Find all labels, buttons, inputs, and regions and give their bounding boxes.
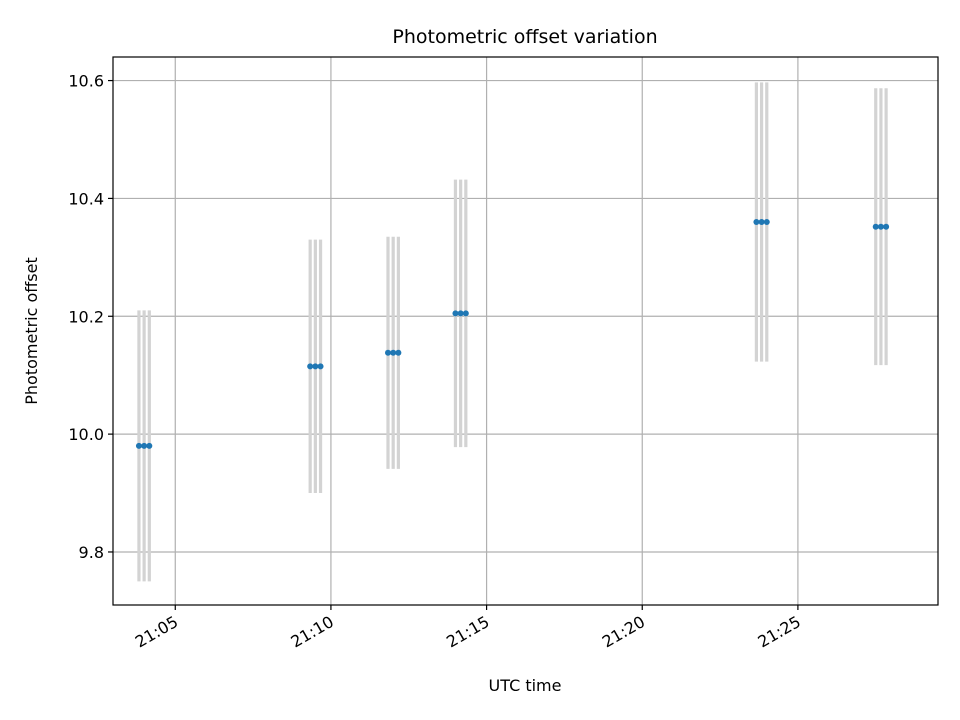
y-tick-label: 9.8 [79, 543, 104, 562]
data-point [883, 223, 890, 230]
y-axis-label: Photometric offset [22, 257, 41, 405]
data-point [872, 223, 879, 230]
data-point [462, 310, 469, 317]
data-point [135, 442, 142, 449]
data-point [317, 363, 324, 370]
y-tick-label: 10.2 [68, 307, 104, 326]
data-point [457, 310, 464, 317]
data-point [141, 442, 148, 449]
data-point [395, 349, 402, 356]
data-point [753, 218, 760, 225]
y-tick-label: 10.4 [68, 189, 104, 208]
y-tick-label: 10.0 [68, 425, 104, 444]
data-point [763, 218, 770, 225]
data-point [312, 363, 319, 370]
chart-title: Photometric offset variation [392, 26, 657, 48]
grid [113, 57, 938, 605]
data-point [877, 223, 884, 230]
data-point [452, 310, 459, 317]
data-point [390, 349, 397, 356]
data-point [385, 349, 391, 356]
y-axis-ticks: 9.8 10.0 10.2 10.4 10.6 [68, 72, 113, 562]
data-points [135, 218, 890, 449]
y-tick-label: 10.6 [68, 72, 104, 91]
x-axis-label: UTC time [489, 676, 562, 695]
plot-frame [112, 56, 939, 606]
data-point [307, 363, 314, 370]
data-point [146, 442, 153, 449]
data-point [758, 218, 765, 225]
